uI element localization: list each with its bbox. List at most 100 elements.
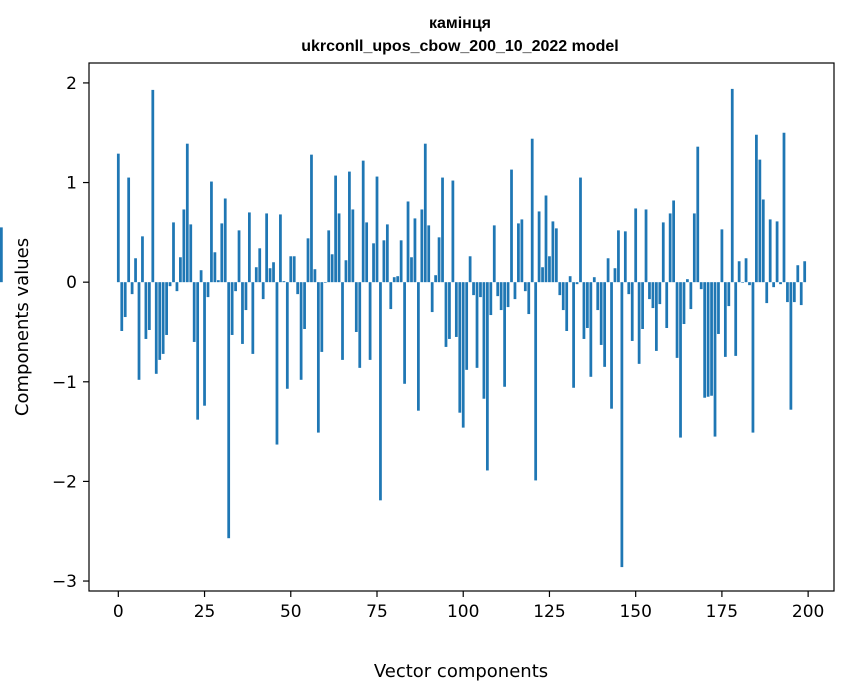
bar-89	[423, 143, 427, 283]
bar-189	[768, 219, 772, 283]
bar-156	[654, 282, 658, 351]
bar-19	[182, 209, 186, 283]
bar-127	[554, 228, 558, 283]
bar-8	[144, 282, 148, 339]
bar-183	[748, 282, 751, 286]
bar-124	[544, 195, 548, 283]
bar-67	[348, 171, 351, 283]
bar-44	[268, 268, 272, 283]
bar-173	[713, 282, 717, 437]
bar-168	[696, 146, 700, 283]
bar-101	[465, 282, 469, 370]
x-axis-ticks: 0 25 50 75 100 125 150 175 200	[113, 591, 824, 622]
bar-95	[444, 282, 448, 347]
bar-7	[141, 236, 144, 283]
y-tick-label: 2	[66, 74, 77, 94]
y-tick-label: −1	[52, 373, 77, 393]
bar-60	[323, 282, 327, 283]
bar-94	[441, 177, 444, 283]
bar-166	[689, 282, 693, 310]
bar-59	[320, 282, 324, 352]
bar-2	[123, 282, 127, 318]
bar-28	[213, 252, 217, 283]
bar-154	[648, 282, 651, 300]
bar-196	[792, 282, 796, 303]
bar-195	[789, 282, 793, 410]
bar-33	[230, 282, 234, 335]
bar-102	[468, 256, 472, 283]
bar-70	[358, 282, 362, 368]
bar-114	[510, 169, 513, 283]
bar-176	[723, 282, 727, 357]
bar-46	[275, 282, 279, 445]
bar-86	[413, 218, 417, 283]
bar-170	[703, 282, 707, 398]
bar-78	[385, 224, 389, 283]
bar-177	[727, 282, 731, 307]
bar-163	[679, 282, 682, 438]
bar-178	[730, 88, 734, 283]
bar-184	[751, 282, 755, 433]
bar-63	[334, 175, 337, 283]
bar-138	[592, 277, 596, 283]
bar-64	[337, 213, 341, 283]
bar-162	[675, 282, 679, 358]
bar-145	[617, 230, 620, 283]
bar-72	[365, 222, 369, 283]
bar-182	[744, 258, 748, 283]
bar-58	[316, 282, 320, 433]
bar-186	[758, 159, 762, 283]
bar-47	[279, 214, 282, 283]
bar-169	[699, 282, 703, 290]
bar-99	[458, 282, 462, 413]
bar-66	[344, 260, 348, 283]
bar-68	[351, 209, 355, 283]
bar-147	[623, 231, 627, 283]
bar-43	[265, 213, 269, 283]
bar-74	[372, 243, 375, 283]
bar-62	[330, 254, 334, 283]
x-axis-label: Vector components	[374, 661, 548, 682]
bar-92	[434, 275, 438, 283]
bar-38	[248, 212, 251, 283]
bars-group	[0, 88, 807, 568]
bar-153	[644, 209, 648, 283]
bar-116	[517, 223, 520, 283]
bar-136	[586, 282, 589, 328]
bar-49	[285, 282, 289, 389]
bar-141	[603, 282, 607, 367]
bar-88	[420, 209, 424, 283]
bar-164	[682, 282, 686, 325]
bar-80	[392, 277, 396, 283]
bar-107	[485, 282, 489, 471]
bar-125	[548, 256, 551, 283]
y-tick-label: 1	[66, 174, 77, 194]
bar-123	[541, 267, 544, 283]
x-tick-label: 125	[533, 602, 565, 622]
y-axis-ticks: −3 −2 −1 0 1 2	[52, 74, 89, 592]
bar-174	[717, 282, 720, 334]
bar-51	[292, 256, 296, 283]
bar-109	[492, 225, 496, 283]
bar-22	[192, 282, 196, 342]
bar-54	[303, 282, 306, 329]
bar-139	[596, 282, 600, 311]
bar-131	[568, 276, 572, 283]
chart-title: камінця	[429, 15, 491, 32]
bar-23	[196, 282, 200, 420]
bar-161	[672, 200, 675, 283]
plot-frame	[88, 62, 835, 592]
bar-29	[216, 280, 220, 283]
bar-82	[399, 240, 403, 283]
bar-50	[289, 256, 293, 283]
bar-187	[761, 199, 765, 283]
bar-143	[610, 282, 613, 409]
bar-77	[382, 240, 386, 283]
bar-199	[803, 261, 807, 283]
bar-140	[599, 282, 603, 345]
bar-198	[799, 282, 803, 306]
bar-36	[241, 282, 244, 344]
bar-103	[472, 282, 475, 296]
bar-16	[172, 222, 175, 283]
bar-175	[720, 229, 724, 283]
